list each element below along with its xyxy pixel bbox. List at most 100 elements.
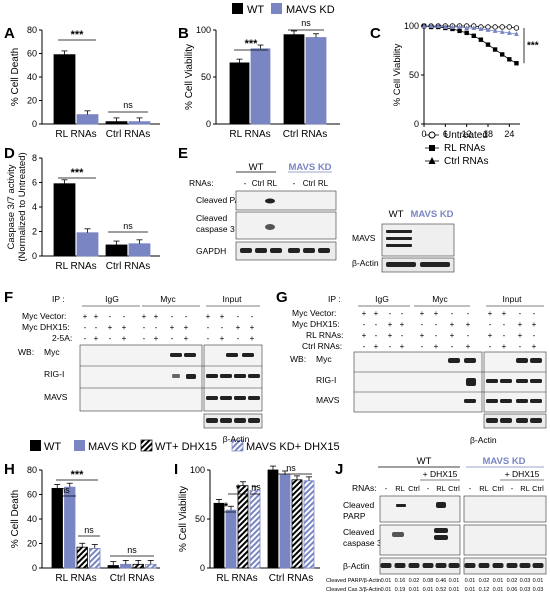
quant-value: 0.01 — [381, 578, 392, 584]
x-tick-label: 0 — [421, 129, 426, 139]
sign: + — [374, 309, 379, 318]
legend-top: WT MAVS KD — [232, 3, 335, 16]
sign: - — [435, 320, 438, 329]
sign: + — [122, 334, 127, 343]
blot-g-row-rigi: RIG-I — [316, 375, 336, 385]
quant-value: 0.19 — [395, 587, 406, 593]
x-tick-label: 6 — [443, 129, 448, 139]
blot-f-input: Input — [223, 294, 243, 304]
y-axis-label-2: (Normalized to Untreated) — [17, 152, 28, 261]
y-tick-label: 50 — [195, 514, 205, 524]
blot-j-dhx-wt: + DHX15 — [423, 469, 458, 479]
y-tick-label: 8 — [32, 153, 37, 163]
actin-band — [380, 563, 392, 568]
blot-g-cond-vector: Myc Vector: — [292, 308, 336, 318]
sign: - — [143, 323, 146, 332]
sig-label: ns — [123, 100, 133, 110]
y-tick-label: 60 — [27, 49, 37, 59]
point — [457, 24, 462, 29]
bar — [237, 485, 249, 569]
quant-value: 0.01 — [465, 578, 476, 584]
blot-g-igg: IgG — [375, 294, 389, 304]
bar — [76, 232, 99, 257]
bar — [105, 244, 128, 257]
quant-value: 0.03 — [520, 587, 531, 593]
point — [506, 24, 513, 30]
y-tick-label: 0 — [200, 563, 205, 573]
blot-e-kd: MAVS KD — [288, 162, 331, 173]
point — [428, 23, 434, 28]
y-tick-label: 0 — [32, 251, 37, 261]
quant-value: 0.01 — [493, 578, 504, 584]
quant-value: 0.08 — [423, 578, 434, 584]
legend-swatch-wt-dhx — [140, 439, 153, 452]
blot-e-side-mavs: MAVS — [352, 233, 376, 243]
sign: + — [400, 320, 405, 329]
bar — [105, 121, 128, 125]
point — [464, 30, 469, 36]
quant-value: 0.01 — [465, 587, 476, 593]
sign: + — [220, 312, 225, 321]
bar — [76, 114, 99, 125]
quant-value: 0.01 — [449, 578, 460, 584]
quant-value: 0.01 — [533, 578, 544, 584]
legend-marker — [429, 145, 435, 151]
point — [514, 31, 519, 36]
sign: - — [467, 309, 470, 318]
sign: + — [466, 320, 471, 329]
bar — [305, 37, 327, 125]
blot-e-side-wt: WT — [389, 209, 404, 220]
chart-b: 0 50 100% Cell Viability RL RNAs Ctrl RNAs **… — [184, 18, 340, 140]
sign: - — [503, 320, 506, 329]
y-tick-label: 2 — [32, 227, 37, 237]
blot-g-row-mavs: MAVS — [316, 395, 340, 405]
actin-band — [448, 563, 460, 568]
y-tick-label: 20 — [27, 96, 37, 106]
actin-band — [394, 563, 406, 568]
quant-value: 0.01 — [449, 587, 460, 593]
lane-label: - — [427, 484, 430, 493]
blot-f-cond-25a: 2-5A: — [52, 333, 72, 343]
panel-letter-g: G — [276, 289, 288, 306]
blot-f-ip: IP : — [52, 294, 65, 304]
point — [514, 61, 519, 66]
blot-e-row-parp: Cleaved PARP — [196, 195, 252, 205]
legend-label-kd-dhx: MAVS KD+ DHX15 — [246, 441, 340, 453]
sig-label: ns — [286, 463, 296, 473]
blot-f-cond-dhx: Myc DHX15: — [22, 322, 70, 332]
legend-label: Ctrl RNAs — [444, 156, 488, 167]
blot-f-igg: IgG — [105, 294, 119, 304]
bar — [279, 474, 291, 569]
blot-g-row-myc: Myc — [316, 354, 332, 364]
lane-label: RL — [520, 484, 530, 493]
lane-label: Ctrl — [303, 179, 316, 188]
sign: - — [467, 331, 470, 340]
panel-letter-c: C — [370, 25, 381, 42]
bar — [128, 243, 151, 257]
y-tick-label: 0 — [206, 119, 211, 129]
point — [471, 33, 476, 38]
actin-band — [492, 563, 504, 568]
blot-g: IP : IgG Myc Input Myc Vector: Myc DHX15… — [290, 294, 547, 445]
blot-f-actin: β-Actin — [223, 434, 250, 444]
sig-label: *** — [71, 167, 85, 179]
sign: + — [122, 323, 127, 332]
sign: - — [143, 334, 146, 343]
sign: - — [421, 320, 424, 329]
point — [450, 24, 455, 29]
blot-e-rnas: RNAs: — [189, 178, 214, 188]
sign: + — [532, 320, 537, 329]
panel-letter-h: H — [4, 461, 15, 478]
actin-band — [422, 563, 434, 568]
sign: + — [518, 320, 523, 329]
chart-i: 0 50 100 % Cell Viability RL RNAs Ctrl RNAs * *… — [178, 463, 320, 584]
blot-g-cond-ctrl: Ctrl RNAs: — [302, 341, 342, 351]
point — [506, 30, 512, 35]
blot-f-myc: Myc — [160, 294, 176, 304]
sig-label: * — [236, 483, 241, 495]
blot-e-side-kd: MAVS KD — [410, 209, 453, 220]
bar — [303, 480, 315, 569]
blot-g-input: Input — [503, 294, 523, 304]
sign: + — [532, 342, 537, 351]
x-tick-label: 12 — [462, 129, 472, 139]
